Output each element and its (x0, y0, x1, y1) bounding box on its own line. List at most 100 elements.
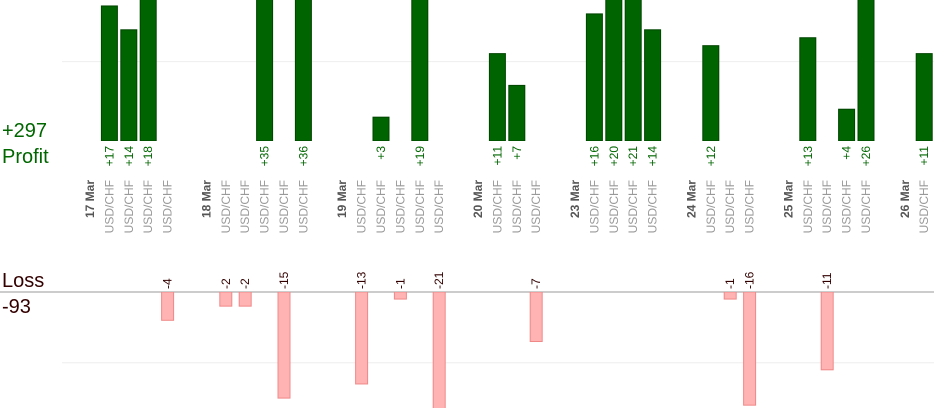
symbol-label: USD/CHF (102, 180, 116, 233)
loss-bar (529, 292, 543, 343)
profit-bar (915, 53, 933, 141)
symbol-label: USD/CHF (510, 180, 524, 233)
value-label: +35 (258, 146, 272, 167)
value-label: -2 (219, 278, 233, 289)
loss-bar (743, 292, 757, 406)
symbol-label: USD/CHF (374, 180, 388, 233)
value-label: +4 (840, 146, 854, 160)
value-label: -16 (743, 271, 757, 289)
symbol-label: USD/CHF (490, 180, 504, 233)
profit-bar (294, 0, 312, 141)
value-label: +13 (801, 146, 815, 167)
value-label: -2 (238, 278, 252, 289)
loss-bar (277, 292, 291, 399)
value-label: +19 (413, 146, 427, 167)
profit-bar (799, 37, 817, 141)
profit-bar (372, 116, 390, 141)
symbol-label: USD/CHF (743, 180, 757, 233)
date-label: 25 Mar (781, 180, 795, 218)
value-label: -1 (723, 278, 737, 289)
symbol-label: USD/CHF (820, 180, 834, 233)
profit-bar (857, 0, 875, 141)
value-label: +16 (587, 146, 601, 167)
symbol-label: USD/CHF (723, 180, 737, 233)
value-label: +21 (626, 146, 640, 167)
profit-bar (624, 0, 642, 141)
date-label: 26 Mar (898, 180, 912, 218)
value-label: +7 (510, 146, 524, 160)
value-label: -7 (529, 278, 543, 289)
profit-bar (702, 45, 720, 141)
profit-bar (488, 53, 506, 141)
symbol-label: USD/CHF (393, 180, 407, 233)
symbol-label: USD/CHF (646, 180, 660, 233)
value-label: +17 (102, 146, 116, 167)
symbol-label: USD/CHF (122, 180, 136, 233)
value-label: +14 (122, 146, 136, 167)
value-label: +3 (374, 146, 388, 160)
symbol-label: USD/CHF (704, 180, 718, 233)
date-label: 19 Mar (335, 180, 349, 218)
value-label: +18 (141, 146, 155, 167)
profit-bar (139, 0, 157, 141)
profit-bar (256, 0, 274, 141)
loss-bar (393, 292, 407, 300)
symbol-label: USD/CHF (607, 180, 621, 233)
loss-bar (238, 292, 252, 307)
value-label: +11 (490, 146, 504, 166)
value-label: -1 (393, 278, 407, 289)
loss-bar (820, 292, 834, 371)
profit-bar (838, 108, 856, 141)
value-label: -15 (277, 271, 291, 289)
date-label: 23 Mar (568, 180, 582, 218)
symbol-label: USD/CHF (801, 180, 815, 233)
date-label: 17 Mar (83, 180, 97, 218)
value-label: -11 (820, 272, 834, 289)
symbol-label: USD/CHF (296, 180, 310, 233)
value-label: +11 (917, 146, 931, 166)
symbol-label: USD/CHF (141, 180, 155, 233)
loss-bar (219, 292, 233, 307)
value-label: -21 (432, 271, 446, 289)
symbol-label: USD/CHF (587, 180, 601, 233)
date-label: 24 Mar (684, 180, 698, 218)
symbol-label: USD/CHF (917, 180, 931, 233)
symbol-label: USD/CHF (626, 180, 640, 233)
symbol-label: USD/CHF (219, 180, 233, 233)
symbol-label: USD/CHF (413, 180, 427, 233)
value-label: +14 (646, 146, 660, 167)
loss-total: -93 (2, 296, 31, 318)
loss-label: Loss (2, 270, 44, 292)
value-label: +20 (607, 146, 621, 167)
symbol-label: USD/CHF (277, 180, 291, 233)
symbol-label: USD/CHF (432, 180, 446, 233)
profit-bar (644, 29, 662, 141)
loss-bar (723, 292, 737, 300)
value-label: +26 (859, 146, 873, 167)
symbol-label: USD/CHF (840, 180, 854, 233)
symbol-label: USD/CHF (529, 180, 543, 233)
symbol-label: USD/CHF (355, 180, 369, 233)
value-label: +12 (704, 146, 718, 167)
profit-bar (585, 13, 603, 141)
loss-bar (161, 292, 175, 321)
loss-bar (355, 292, 369, 385)
value-label: -13 (355, 271, 369, 289)
value-label: -4 (161, 278, 175, 289)
symbol-label: USD/CHF (161, 180, 175, 233)
profit-label: Profit (2, 146, 49, 168)
profit-bar (605, 0, 623, 141)
date-label: 20 Mar (471, 180, 485, 218)
profit-bar (411, 0, 429, 141)
profit-bar (120, 29, 138, 141)
profit-bar (100, 5, 118, 141)
marks (100, 0, 933, 408)
symbol-label: USD/CHF (258, 180, 272, 233)
profit-bar (508, 84, 526, 141)
value-label: +36 (296, 146, 310, 167)
symbol-label: USD/CHF (238, 180, 252, 233)
loss-bar (432, 292, 446, 408)
symbol-label: USD/CHF (859, 180, 873, 233)
date-label: 18 Mar (199, 180, 213, 218)
